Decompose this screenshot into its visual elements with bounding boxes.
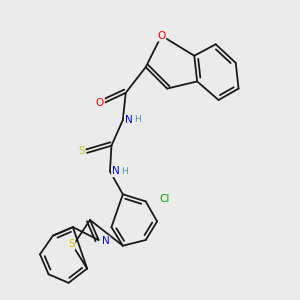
Text: N: N [112, 167, 120, 176]
Text: O: O [96, 98, 104, 108]
Text: S: S [68, 239, 75, 249]
Text: H: H [134, 116, 140, 124]
Text: N: N [125, 115, 132, 125]
Text: H: H [121, 167, 128, 176]
Text: N: N [102, 236, 110, 246]
Text: O: O [157, 31, 166, 41]
Text: S: S [78, 146, 85, 156]
Text: Cl: Cl [159, 194, 169, 204]
